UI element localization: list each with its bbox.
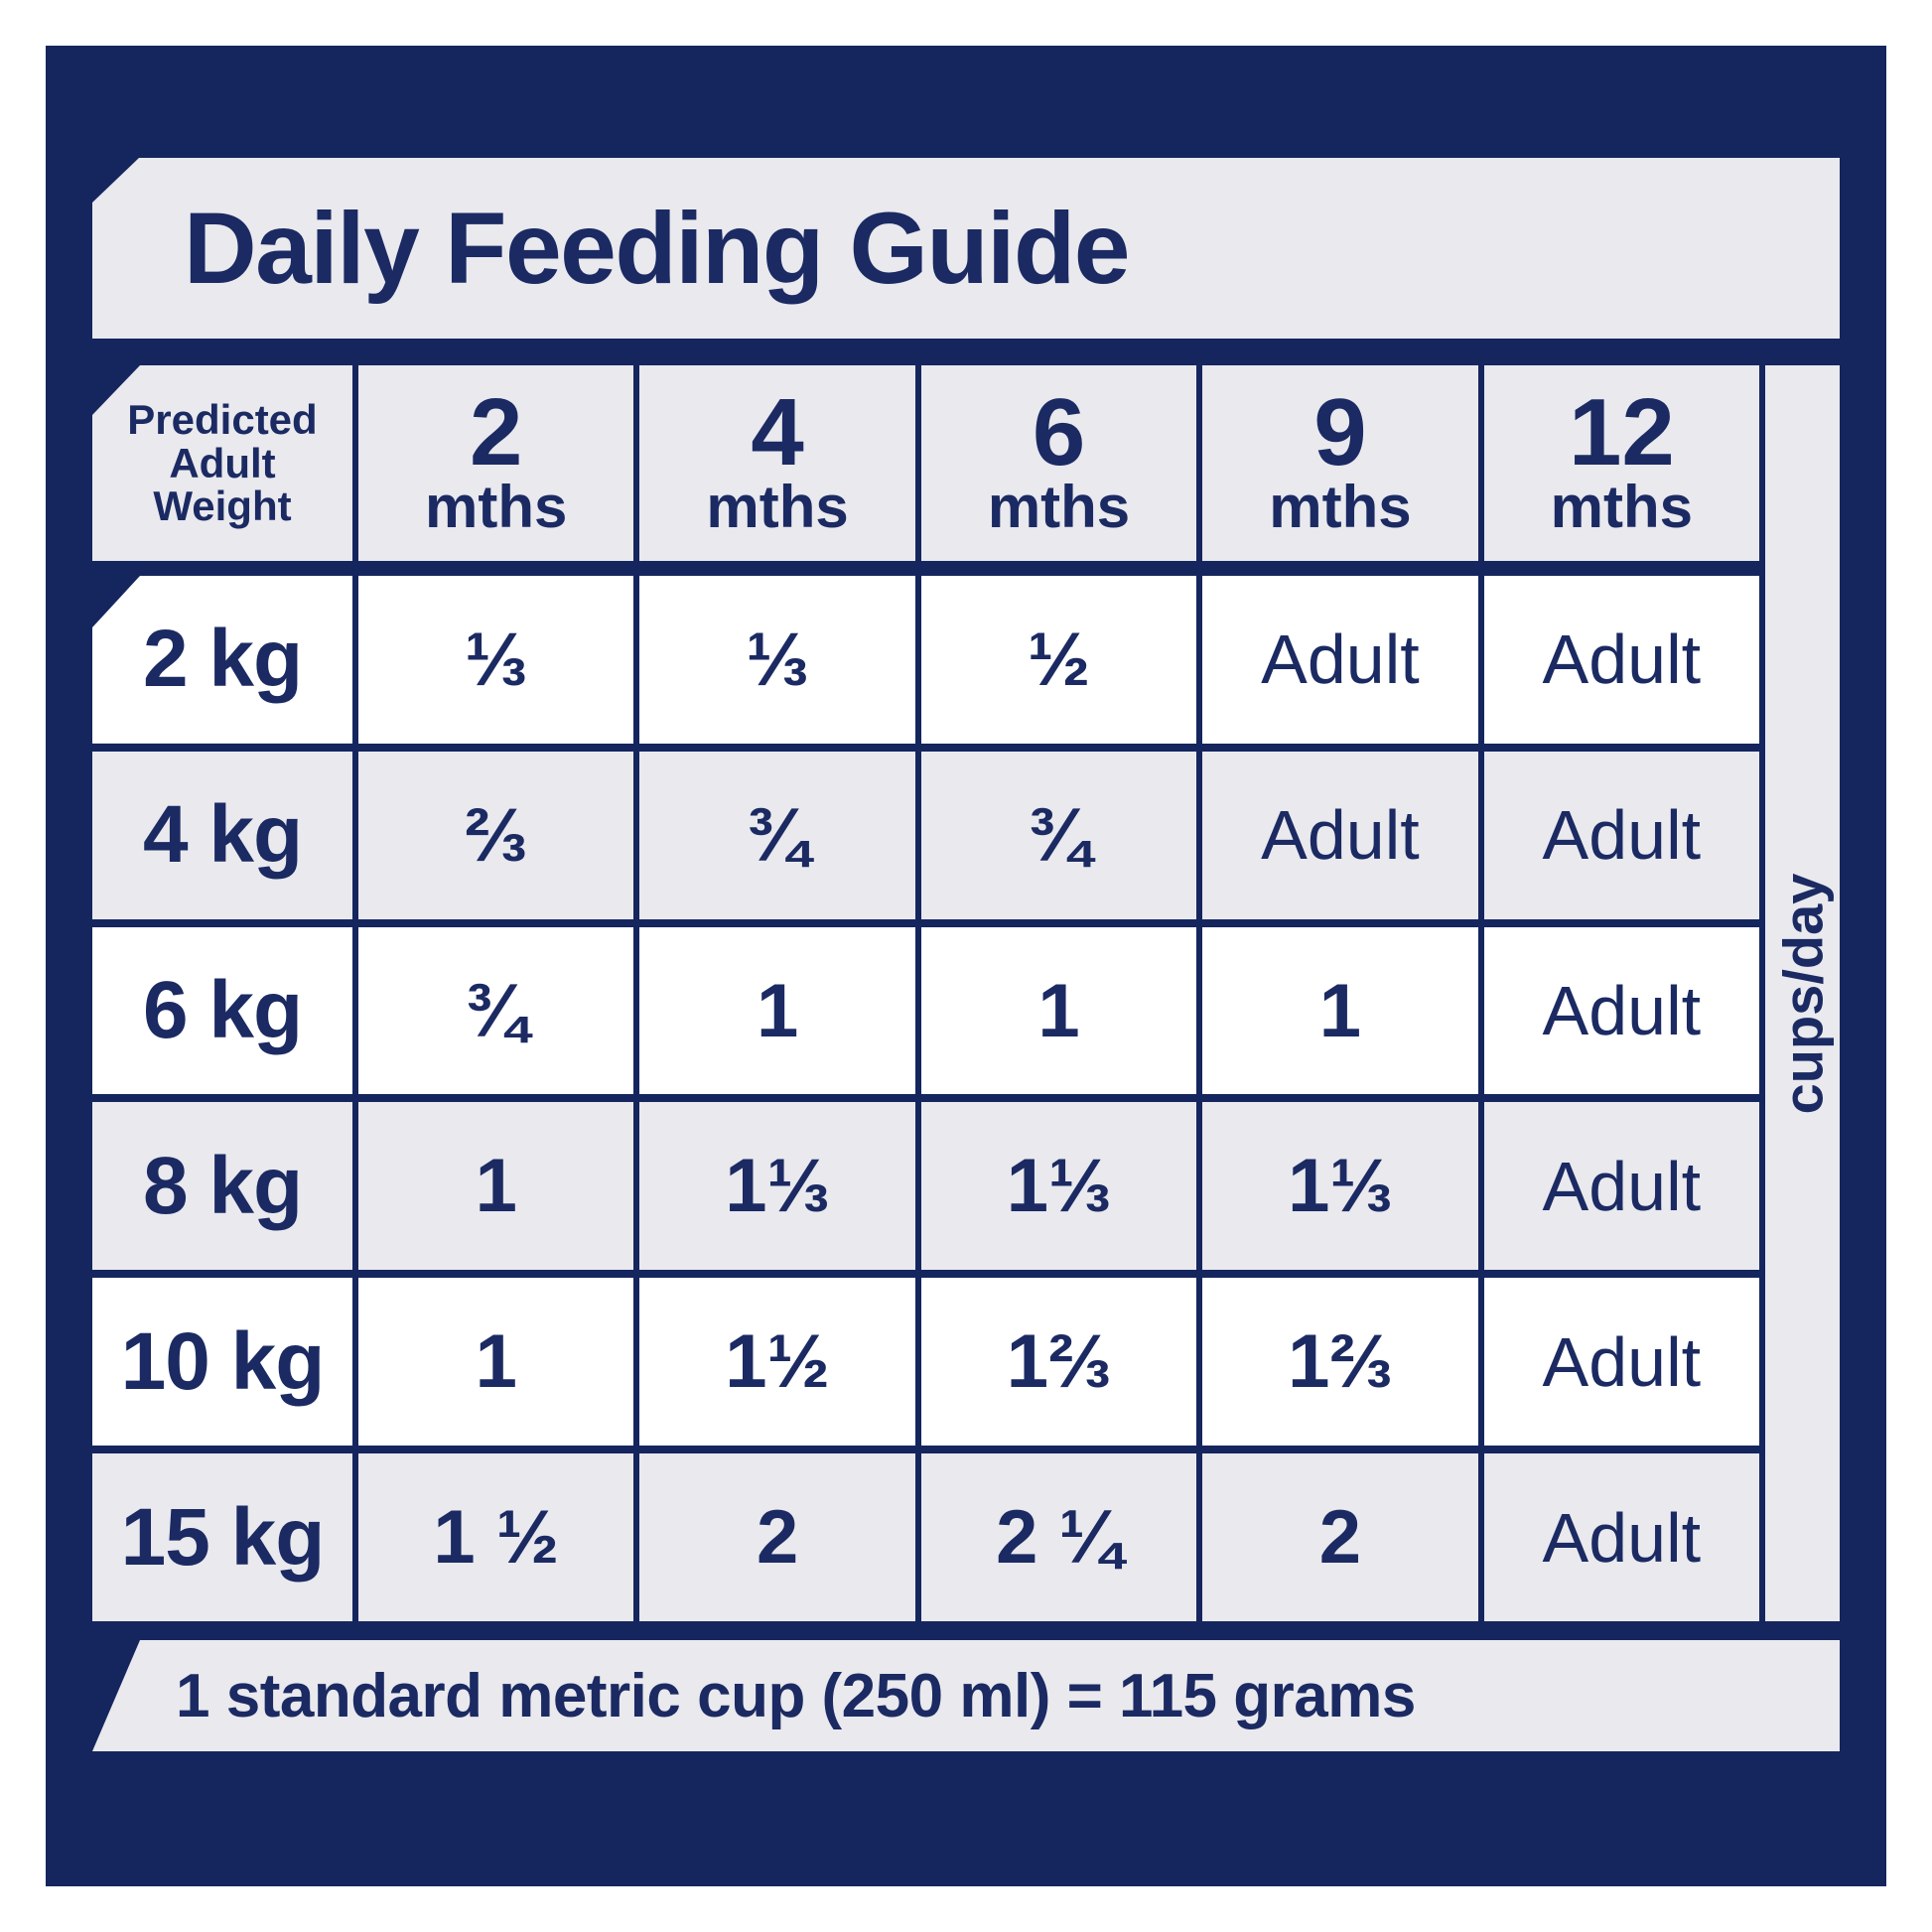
age-number: 12 [1568, 379, 1675, 486]
page-title: Daily Feeding Guide [184, 191, 1131, 305]
age-number: 2 [470, 379, 523, 486]
age-unit: mths [987, 473, 1131, 540]
feeding-table-rows: 2 kg ⅓ ⅓ ½ Adult Adult 4 kg ⅔ ¾ ¾ Adult … [92, 576, 1760, 1621]
weight-cell: 10 kg [92, 1278, 352, 1447]
value-cell: Adult [1483, 751, 1760, 919]
age-unit: mths [706, 473, 849, 540]
value-cell: ⅓ [358, 576, 634, 744]
navy-panel: Daily Feeding Guide Predicted Adult Weig… [46, 46, 1886, 1886]
corner-header-line: Predicted [127, 395, 318, 443]
weight-cell: 15 kg [92, 1453, 352, 1621]
footnote-text: 1 standard metric cup (250 ml) = 115 gra… [176, 1661, 1416, 1730]
weight-cell: 2 kg [92, 576, 352, 744]
table-row: 4 kg ⅔ ¾ ¾ Adult Adult [92, 751, 1760, 919]
value-cell: 1½ [639, 1278, 915, 1447]
weight-cell: 4 kg [92, 751, 352, 919]
age-column-header: 12 mths [1483, 365, 1760, 561]
value-cell: 1 [1202, 926, 1478, 1095]
value-cell: ⅔ [358, 751, 634, 919]
value-cell: 1⅔ [1202, 1278, 1478, 1447]
value-cell: Adult [1202, 751, 1478, 919]
table-row: 15 kg 1 ½ 2 2 ¼ 2 Adult [92, 1453, 1760, 1621]
value-cell: ½ [920, 576, 1197, 744]
corner-header-line: Weight [153, 483, 292, 530]
value-cell: Adult [1202, 576, 1478, 744]
table-header-row: Predicted Adult Weight 2 mths 4 mths 6 m… [92, 365, 1760, 561]
value-cell: 1⅔ [920, 1278, 1197, 1447]
value-cell: ¾ [920, 751, 1197, 919]
table-row: 10 kg 1 1½ 1⅔ 1⅔ Adult [92, 1278, 1760, 1447]
value-cell: 1⅓ [920, 1102, 1197, 1271]
age-column-header: 4 mths [639, 365, 915, 561]
value-cell: 2 [1202, 1453, 1478, 1621]
age-column-header: 9 mths [1202, 365, 1478, 561]
value-cell: Adult [1483, 576, 1760, 744]
value-cell: 1⅓ [1202, 1102, 1478, 1271]
corner-header-line: Adult [169, 439, 276, 486]
value-cell: Adult [1483, 1278, 1760, 1447]
value-cell: Adult [1483, 926, 1760, 1095]
corner-header-cell: Predicted Adult Weight [92, 365, 352, 561]
age-column-header: 6 mths [920, 365, 1197, 561]
value-cell: ¾ [639, 751, 915, 919]
value-cell: 1 [639, 926, 915, 1095]
value-cell: 2 ¼ [920, 1453, 1197, 1621]
value-cell: 1 ½ [358, 1453, 634, 1621]
value-cell: 1 [920, 926, 1197, 1095]
age-column-header: 2 mths [358, 365, 634, 561]
table-row: 6 kg ¾ 1 1 1 Adult [92, 926, 1760, 1095]
cups-per-day-strip: cups/day [1765, 365, 1840, 1621]
table-row: 2 kg ⅓ ⅓ ½ Adult Adult [92, 576, 1760, 744]
title-bar: Daily Feeding Guide [92, 158, 1840, 339]
value-cell: 1 [358, 1102, 634, 1271]
age-number: 9 [1313, 379, 1367, 486]
value-cell: 2 [639, 1453, 915, 1621]
value-cell: ⅓ [639, 576, 915, 744]
age-unit: mths [1550, 473, 1693, 540]
age-number: 6 [1032, 379, 1086, 486]
weight-cell: 6 kg [92, 926, 352, 1095]
cups-per-day-label: cups/day [1771, 873, 1834, 1114]
value-cell: 1⅓ [639, 1102, 915, 1271]
value-cell: Adult [1483, 1453, 1760, 1621]
footnote-bar: 1 standard metric cup (250 ml) = 115 gra… [92, 1640, 1840, 1751]
weight-cell: 8 kg [92, 1102, 352, 1271]
value-cell: 1 [358, 1278, 634, 1447]
table-row: 8 kg 1 1⅓ 1⅓ 1⅓ Adult [92, 1102, 1760, 1271]
age-unit: mths [425, 473, 568, 540]
age-number: 4 [751, 379, 804, 486]
age-unit: mths [1269, 473, 1412, 540]
value-cell: ¾ [358, 926, 634, 1095]
value-cell: Adult [1483, 1102, 1760, 1271]
